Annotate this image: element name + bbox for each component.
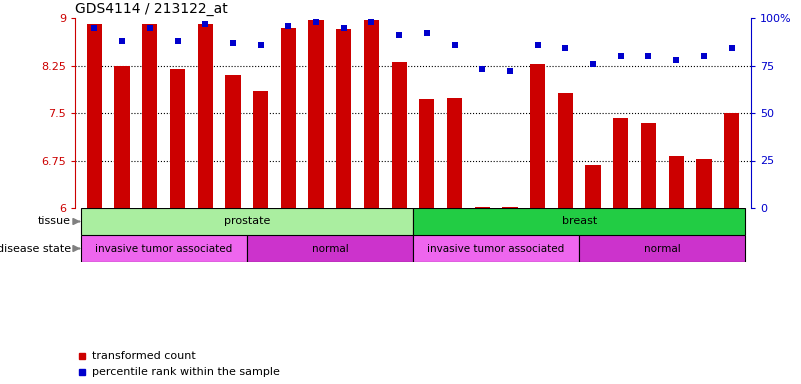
Point [559, 45, 572, 51]
Bar [392, 62, 407, 208]
Bar [81, 235, 247, 262]
Bar [579, 235, 746, 262]
Bar [475, 207, 490, 208]
Bar [724, 113, 739, 208]
Point [282, 23, 295, 29]
Bar [170, 69, 185, 208]
Point [143, 25, 156, 31]
Bar [247, 235, 413, 262]
Bar [530, 64, 545, 208]
Bar [308, 20, 324, 208]
Bar [502, 207, 517, 208]
Text: breast: breast [562, 217, 597, 227]
Text: disease state: disease state [0, 243, 71, 253]
Point [476, 66, 489, 72]
Point [531, 41, 544, 48]
Bar [87, 24, 102, 208]
Point [171, 38, 184, 44]
Point [227, 40, 239, 46]
Bar [419, 99, 434, 208]
Text: percentile rank within the sample: percentile rank within the sample [92, 367, 280, 377]
Point [421, 30, 433, 36]
Bar [336, 29, 352, 208]
Point [725, 45, 738, 51]
Point [670, 57, 682, 63]
Bar [198, 24, 213, 208]
Point [199, 21, 211, 27]
Bar [557, 93, 573, 208]
Bar [614, 118, 629, 208]
Bar [280, 28, 296, 208]
Bar [81, 208, 413, 235]
Bar [115, 66, 130, 208]
Bar [143, 24, 158, 208]
Text: prostate: prostate [223, 217, 270, 227]
Bar [253, 91, 268, 208]
Bar [225, 75, 240, 208]
Bar [641, 122, 656, 208]
Bar [364, 20, 379, 208]
Point [614, 53, 627, 59]
Point [392, 32, 405, 38]
Point [586, 61, 599, 67]
Bar [586, 165, 601, 208]
Point [88, 25, 101, 31]
Point [337, 25, 350, 31]
Text: GDS4114 / 213122_at: GDS4114 / 213122_at [75, 2, 227, 16]
Point [254, 41, 267, 48]
Bar [413, 235, 579, 262]
Text: invasive tumor associated: invasive tumor associated [428, 243, 565, 253]
Bar [669, 156, 684, 208]
Point [448, 41, 461, 48]
Point [310, 19, 323, 25]
Bar [413, 208, 746, 235]
Bar [696, 159, 711, 208]
Point [504, 68, 517, 74]
Point [365, 19, 378, 25]
Text: normal: normal [644, 243, 681, 253]
Text: tissue: tissue [38, 217, 71, 227]
Text: transformed count: transformed count [92, 351, 195, 361]
Text: invasive tumor associated: invasive tumor associated [95, 243, 232, 253]
Point [642, 53, 655, 59]
Text: normal: normal [312, 243, 348, 253]
Point [698, 53, 710, 59]
Point [115, 38, 128, 44]
Bar [447, 98, 462, 208]
